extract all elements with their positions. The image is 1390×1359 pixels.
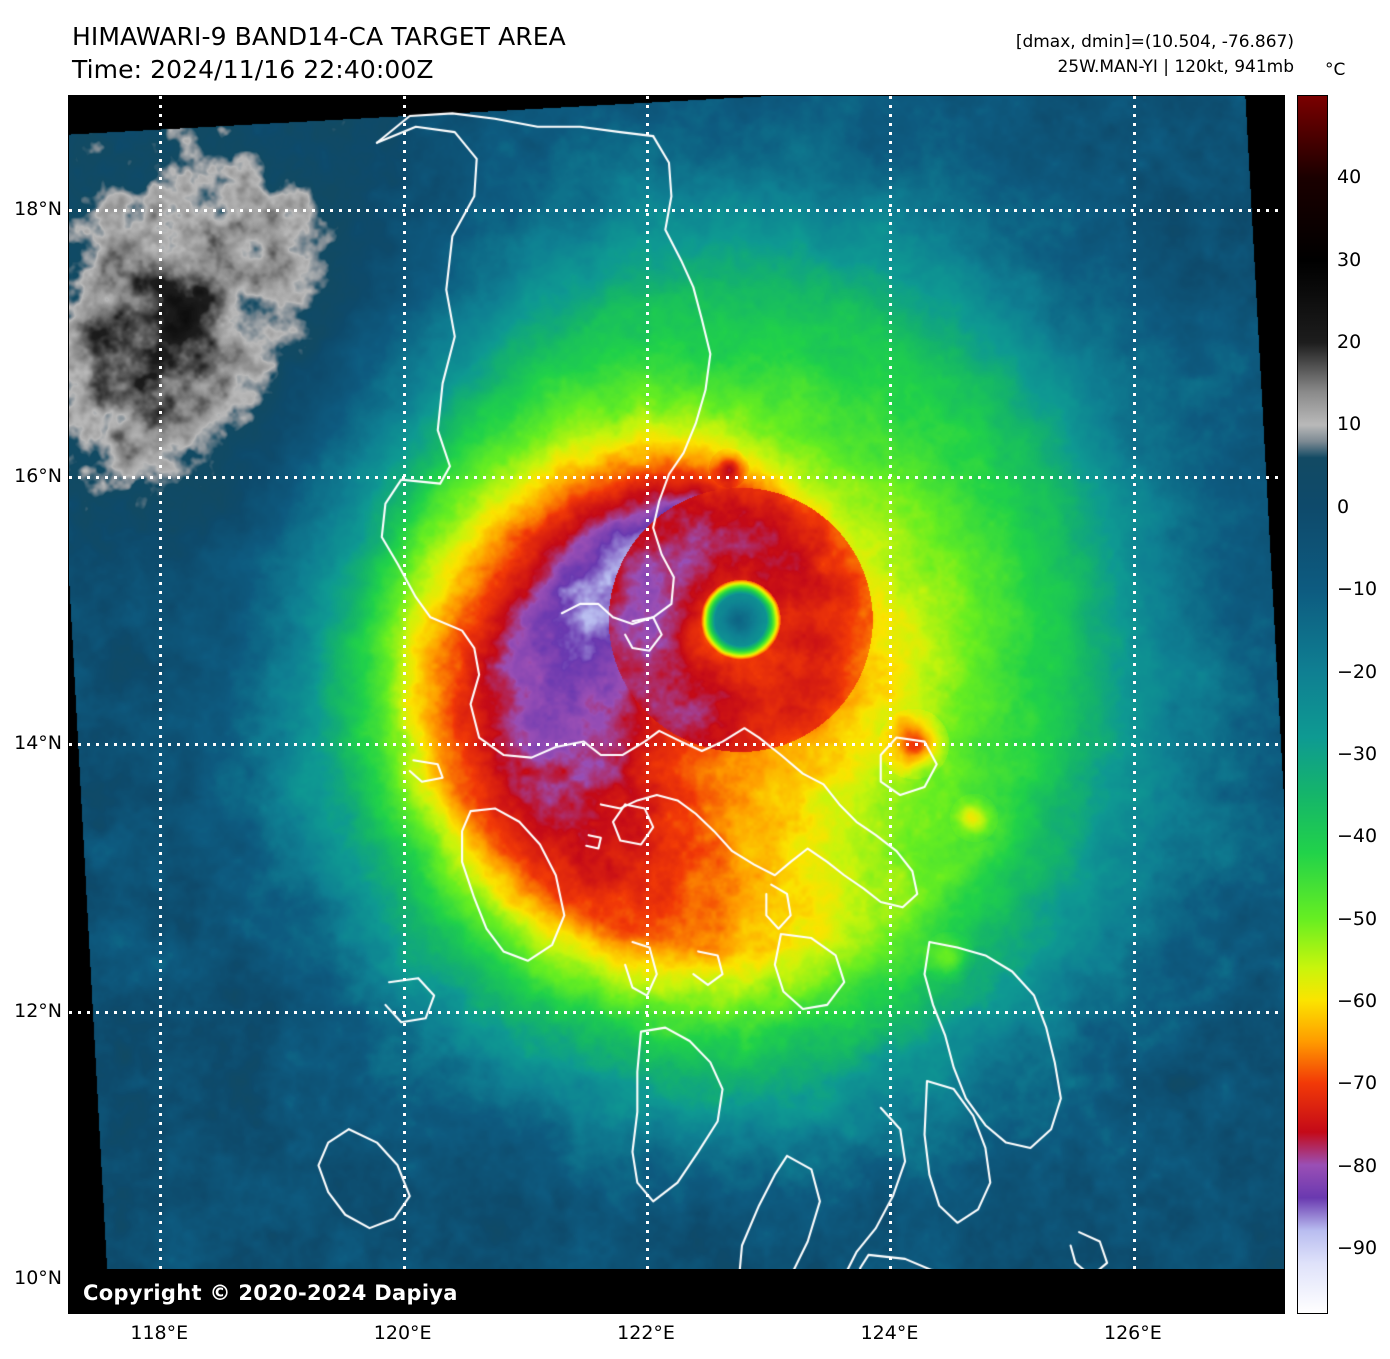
- storm-info-label: 25W.MAN-YI | 120kt, 941mb: [1057, 57, 1294, 77]
- colorbar-unit-label: °C: [1325, 60, 1346, 80]
- copyright-label: Copyright © 2020-2024 Dapiya: [83, 1281, 458, 1305]
- observation-time: Time: 2024/11/16 22:40:00Z: [72, 55, 434, 84]
- ytick-14: 14°N: [14, 732, 62, 755]
- ytick-16: 16°N: [14, 464, 62, 487]
- colorbar-tick--40: −40: [1337, 825, 1378, 848]
- ytick-18: 18°N: [14, 197, 62, 220]
- ytick-10: 10°N: [14, 1266, 62, 1289]
- colorbar-tick-10: 10: [1337, 413, 1362, 436]
- colorbar-tick-20: 20: [1337, 331, 1362, 354]
- colorbar-gradient: [1298, 96, 1327, 1313]
- infrared-satellite-image: [69, 96, 1284, 1313]
- colorbar-tick--10: −10: [1337, 578, 1378, 601]
- temperature-colorbar[interactable]: [1297, 95, 1328, 1314]
- colorbar-tick--30: −30: [1337, 742, 1378, 765]
- colorbar-tick--60: −60: [1337, 990, 1378, 1012]
- colorbar-tick-30: 30: [1337, 248, 1362, 271]
- credit-strip: Copyright © 2020-2024 Dapiya: [69, 1269, 1284, 1313]
- data-range-label: [dmax, dmin]=(10.504, -76.867): [1015, 32, 1294, 52]
- xtick-120: 120°E: [373, 1322, 432, 1344]
- colorbar-tick--80: −80: [1337, 1154, 1378, 1177]
- xtick-122: 122°E: [617, 1322, 675, 1344]
- colorbar-tick-40: 40: [1337, 166, 1362, 189]
- colorbar-tick-0: 0: [1337, 495, 1350, 518]
- colorbar-tick--50: −50: [1337, 907, 1378, 930]
- satellite-image-panel[interactable]: Copyright © 2020-2024 Dapiya: [68, 95, 1285, 1314]
- xtick-124: 124°E: [860, 1322, 919, 1344]
- colorbar-tick--90: −90: [1337, 1237, 1378, 1260]
- metadata-block: [dmax, dmin]=(10.504, -76.867) 25W.MAN-Y…: [1016, 30, 1294, 80]
- product-title: HIMAWARI-9 BAND14-CA TARGET AREA: [72, 22, 566, 51]
- ytick-12: 12°N: [14, 999, 62, 1022]
- xtick-126: 126°E: [1103, 1322, 1162, 1344]
- xtick-118: 118°E: [130, 1322, 189, 1344]
- colorbar-tick--20: −20: [1337, 660, 1378, 683]
- page-title: HIMAWARI-9 BAND14-CA TARGET AREA Time: 2…: [72, 20, 566, 86]
- colorbar-tick--70: −70: [1337, 1072, 1378, 1095]
